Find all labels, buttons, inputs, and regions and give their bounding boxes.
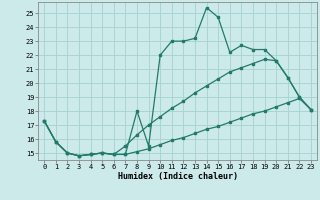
X-axis label: Humidex (Indice chaleur): Humidex (Indice chaleur) bbox=[118, 172, 238, 181]
